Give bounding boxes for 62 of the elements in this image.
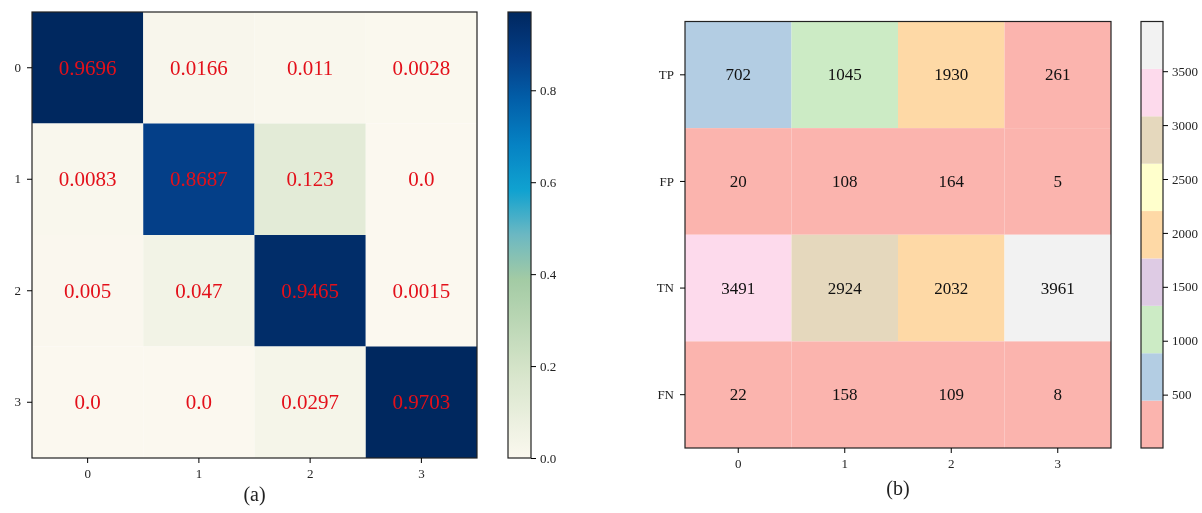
data-label: 2032 xyxy=(934,278,969,298)
text: (b) xyxy=(886,477,910,500)
data-label: 0.0 xyxy=(185,390,212,415)
color-bar-label: 3000 xyxy=(1172,117,1198,133)
data-label: 5 xyxy=(1053,171,1062,191)
data-label: 8 xyxy=(1053,385,1062,405)
color-bar-label: 0.6 xyxy=(540,174,557,190)
data-label: 109 xyxy=(938,385,964,405)
data-label: 3961 xyxy=(1040,278,1075,298)
data-label: 1930 xyxy=(934,65,969,85)
color-bar-label: 2000 xyxy=(1172,225,1198,241)
color-bar-label: 1000 xyxy=(1172,333,1198,349)
data-label: 0.9465 xyxy=(281,278,339,303)
x-tick-label: 1 xyxy=(841,456,848,472)
data-label: 0.0 xyxy=(74,390,101,415)
data-label: 0.047 xyxy=(175,278,223,303)
x-tick-label: 2 xyxy=(306,466,314,482)
x-tick-label: 3 xyxy=(1054,456,1061,472)
color-bar-label: 500 xyxy=(1172,387,1192,403)
data-label: 0.011 xyxy=(286,55,334,80)
y-tick-label: 3 xyxy=(14,394,21,410)
data-label: 702 xyxy=(725,65,751,85)
x-tick-label: 1 xyxy=(195,466,203,482)
data-label: 0.0015 xyxy=(392,278,451,303)
data-label: 0.0 xyxy=(408,167,435,192)
data-label: 1045 xyxy=(827,65,862,85)
color-bar-label: 3500 xyxy=(1172,63,1198,79)
y-tick-label: 2 xyxy=(14,282,21,298)
x-tick-label: 3 xyxy=(418,466,425,482)
x-tick-label: 0 xyxy=(735,456,742,472)
data-label: 0.9703 xyxy=(392,390,451,415)
data-label: 0.0028 xyxy=(392,55,451,80)
color-bar-label: 0.2 xyxy=(540,358,557,374)
data-label: 261 xyxy=(1045,65,1071,85)
y-tick-label: FN xyxy=(657,386,675,402)
x-tick-label: 2 xyxy=(948,456,955,472)
y-tick-label: 1 xyxy=(14,171,21,187)
data-label: 2924 xyxy=(827,278,863,298)
data-label: 0.9696 xyxy=(58,55,117,80)
data-label: 0.0166 xyxy=(170,55,228,80)
color-bar-label: 2500 xyxy=(1172,171,1198,187)
data-label: 108 xyxy=(832,171,858,191)
data-label: 20 xyxy=(729,171,747,191)
data-label: 3491 xyxy=(721,278,756,298)
data-label: 158 xyxy=(832,385,858,405)
data-label: 0.8687 xyxy=(170,167,228,192)
data-label: 22 xyxy=(729,385,747,405)
color-bar-label: 0.4 xyxy=(540,266,557,282)
color-bar-label: 1500 xyxy=(1172,279,1198,295)
color-bar-label: 0.8 xyxy=(540,82,557,98)
data-label: 164 xyxy=(938,171,965,191)
text: (a) xyxy=(243,483,266,506)
y-tick-label: TN xyxy=(656,280,675,296)
data-label: 0.005 xyxy=(64,278,112,303)
data-label: 0.123 xyxy=(286,167,334,192)
data-label: 0.0297 xyxy=(281,390,339,415)
y-tick-label: 0 xyxy=(14,59,21,75)
color-bar-label: 0.0 xyxy=(540,450,557,466)
y-tick-label: TP xyxy=(658,66,674,82)
data-label: 0.0083 xyxy=(58,167,117,192)
y-tick-label: FP xyxy=(659,173,674,189)
x-tick-label: 0 xyxy=(84,466,91,482)
